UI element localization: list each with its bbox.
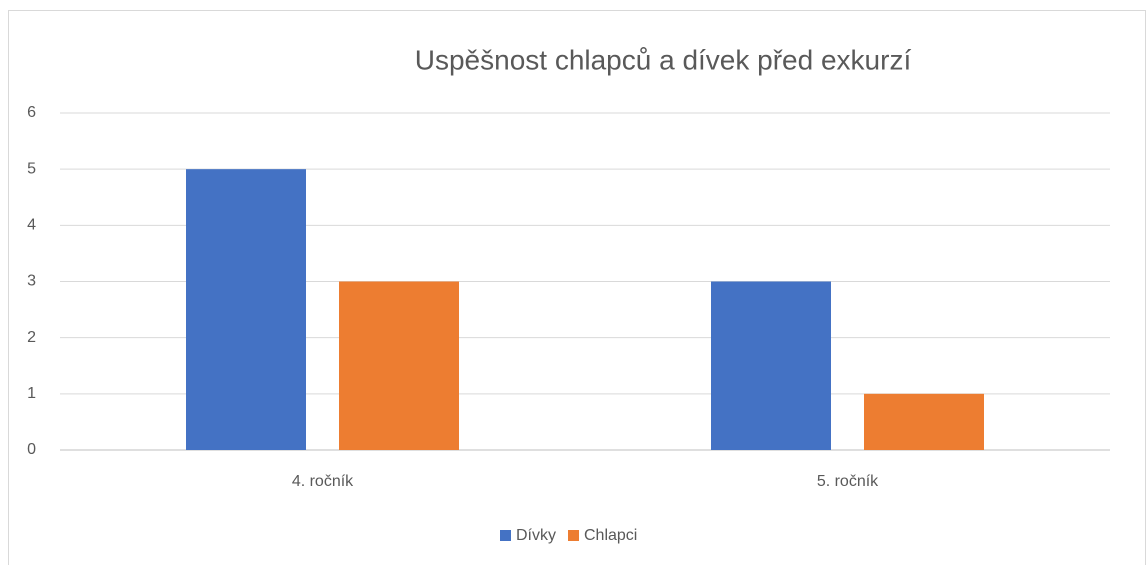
legend-swatch [568, 530, 579, 541]
legend-label: Chlapci [584, 527, 637, 544]
y-tick-label: 5 [27, 160, 36, 177]
y-tick-label: 3 [27, 273, 36, 290]
legend-swatch [500, 530, 511, 541]
x-tick-label: 5. ročník [817, 473, 879, 490]
bar [864, 393, 984, 450]
y-tick-label: 0 [27, 441, 36, 458]
y-tick-label: 2 [27, 329, 36, 346]
chart-title: Uspěšnost chlapců a dívek před exkurzí [415, 44, 912, 75]
x-tick-label: 4. ročník [292, 473, 354, 490]
bar [186, 169, 306, 450]
bar [711, 281, 831, 450]
legend-label: Dívky [516, 527, 556, 544]
y-tick-label: 6 [27, 104, 36, 121]
y-tick-label: 1 [27, 385, 36, 402]
chart-border [8, 10, 1146, 565]
y-tick-label: 4 [27, 217, 36, 234]
bar [339, 281, 459, 450]
